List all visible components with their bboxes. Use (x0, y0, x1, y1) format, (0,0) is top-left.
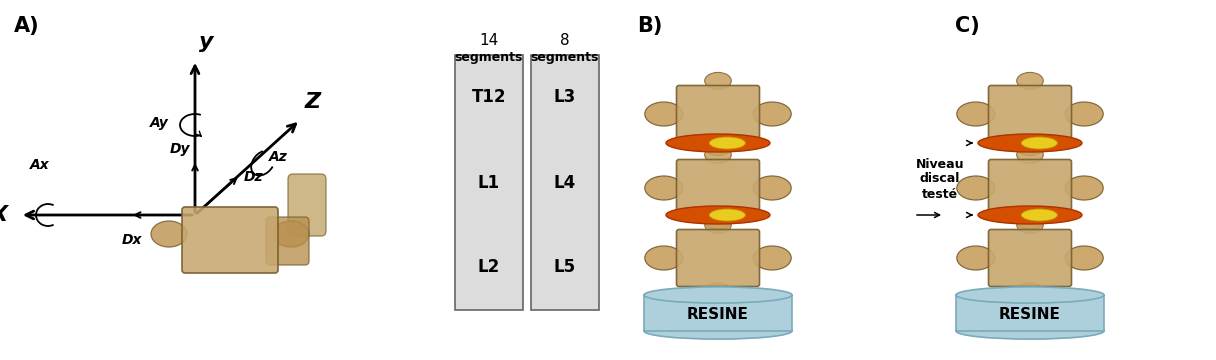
Ellipse shape (956, 323, 1104, 339)
Ellipse shape (705, 147, 731, 163)
Ellipse shape (705, 283, 731, 300)
Ellipse shape (1017, 216, 1043, 233)
Ellipse shape (957, 102, 995, 126)
Text: segments: segments (455, 51, 523, 64)
FancyBboxPatch shape (182, 207, 278, 273)
Ellipse shape (644, 176, 683, 200)
Ellipse shape (705, 139, 731, 156)
Text: 8: 8 (561, 33, 570, 48)
Ellipse shape (956, 287, 1104, 303)
FancyBboxPatch shape (266, 217, 309, 265)
Ellipse shape (1065, 176, 1103, 200)
Text: segments: segments (531, 51, 599, 64)
Text: C): C) (955, 16, 980, 36)
FancyBboxPatch shape (989, 159, 1071, 216)
Text: X: X (0, 205, 7, 225)
Ellipse shape (709, 209, 745, 221)
Ellipse shape (957, 246, 995, 270)
Bar (455, 55, 523, 310)
Ellipse shape (1017, 139, 1043, 156)
Ellipse shape (709, 137, 745, 149)
Ellipse shape (705, 72, 731, 89)
Bar (531, 55, 599, 310)
Ellipse shape (1065, 246, 1103, 270)
FancyBboxPatch shape (676, 85, 760, 143)
Text: Dx: Dx (122, 233, 142, 247)
Ellipse shape (753, 246, 792, 270)
Text: Dz: Dz (244, 170, 264, 184)
Ellipse shape (1017, 213, 1043, 230)
Ellipse shape (644, 246, 683, 270)
Bar (956, 295, 1104, 331)
Ellipse shape (1065, 102, 1103, 126)
Ellipse shape (644, 323, 792, 339)
Ellipse shape (957, 176, 995, 200)
FancyBboxPatch shape (989, 85, 1071, 143)
Ellipse shape (1017, 147, 1043, 163)
Ellipse shape (753, 176, 792, 200)
Text: RESINE: RESINE (1000, 307, 1060, 322)
FancyBboxPatch shape (676, 159, 760, 216)
Ellipse shape (644, 102, 683, 126)
Ellipse shape (666, 134, 770, 152)
Text: L5: L5 (554, 258, 576, 276)
Text: T12: T12 (472, 89, 506, 107)
Text: y: y (199, 32, 214, 52)
Text: Ax: Ax (30, 158, 50, 172)
Ellipse shape (978, 134, 1082, 152)
Ellipse shape (151, 221, 187, 247)
Text: Dy: Dy (169, 142, 190, 156)
Text: Niveau
discal
testé: Niveau discal testé (916, 158, 964, 201)
Text: Az: Az (269, 150, 288, 164)
FancyBboxPatch shape (676, 230, 760, 287)
Ellipse shape (1021, 137, 1058, 149)
Ellipse shape (705, 213, 731, 230)
Text: L2: L2 (478, 258, 500, 276)
Ellipse shape (705, 216, 731, 233)
Ellipse shape (1021, 209, 1058, 221)
Text: RESINE: RESINE (687, 307, 749, 322)
Text: L4: L4 (553, 174, 576, 192)
Ellipse shape (666, 206, 770, 224)
Text: Z: Z (305, 92, 321, 112)
FancyBboxPatch shape (288, 174, 326, 236)
Text: L3: L3 (553, 89, 576, 107)
Text: 14: 14 (479, 33, 499, 48)
FancyBboxPatch shape (989, 230, 1071, 287)
Ellipse shape (978, 206, 1082, 224)
Text: Ay: Ay (151, 116, 169, 130)
Bar (644, 295, 792, 331)
Ellipse shape (644, 287, 792, 303)
Ellipse shape (274, 221, 309, 247)
Ellipse shape (753, 102, 792, 126)
Text: L1: L1 (478, 174, 500, 192)
Ellipse shape (1017, 72, 1043, 89)
Text: B): B) (637, 16, 663, 36)
Text: A): A) (15, 16, 40, 36)
Ellipse shape (1017, 283, 1043, 300)
